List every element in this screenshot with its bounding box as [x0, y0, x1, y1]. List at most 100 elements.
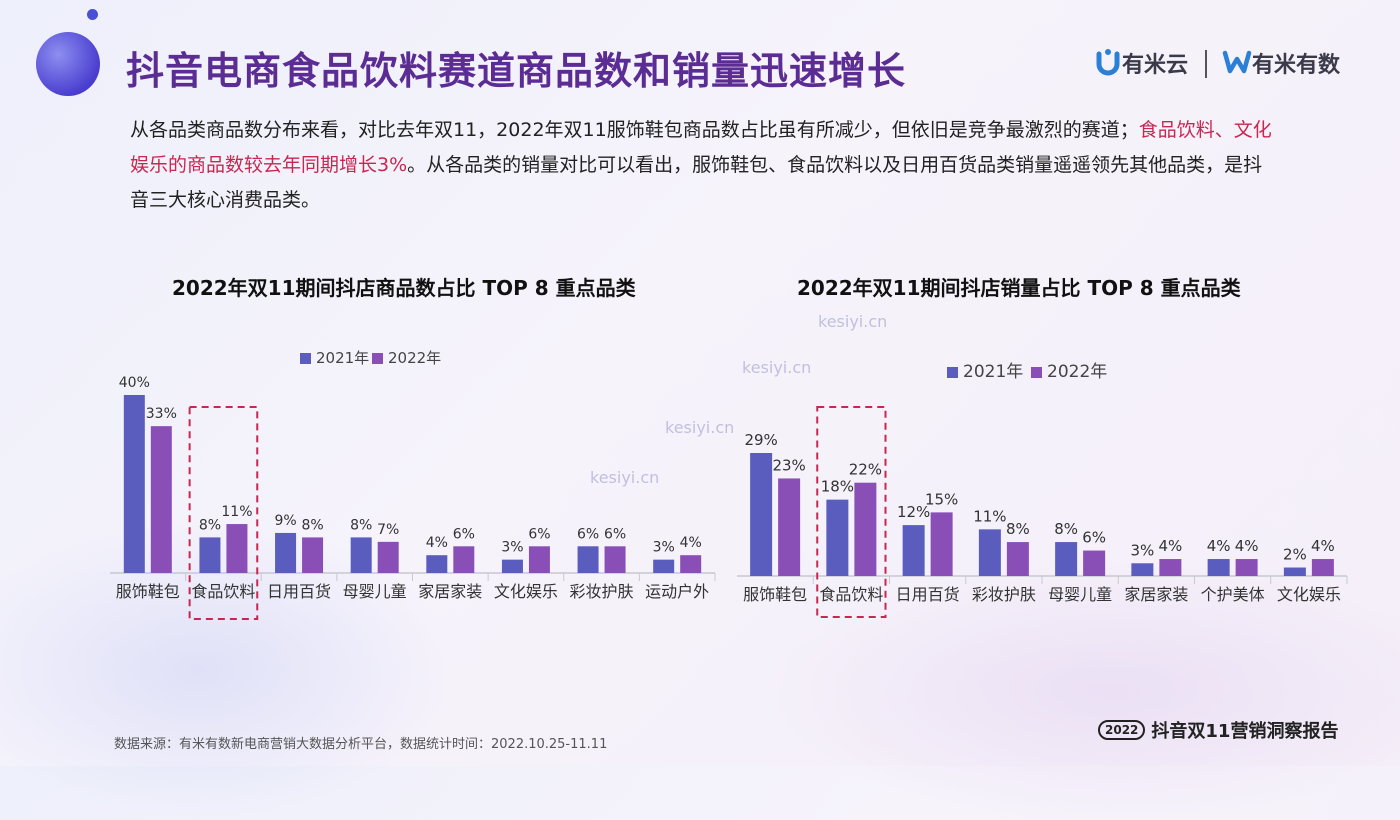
- bar: [123, 395, 145, 573]
- bar: [302, 537, 324, 573]
- data-label: 6%: [453, 526, 475, 542]
- data-label: 6%: [1082, 529, 1106, 547]
- decorative-circle: [36, 32, 100, 96]
- summary-paragraph: 从各品类商品数分布来看，对比去年双11，2022年双11服饰鞋包商品数占比虽有所…: [130, 113, 1280, 218]
- bar: [1083, 550, 1106, 576]
- data-label: 23%: [772, 456, 805, 474]
- category-label: 运动户外: [645, 582, 709, 601]
- bar: [426, 555, 448, 573]
- bar: [1131, 563, 1154, 576]
- bar: [1006, 542, 1029, 576]
- data-label: 29%: [744, 431, 777, 449]
- legend-label: 2021年: [963, 362, 1023, 382]
- youmiyun-logo-text: 有米云: [1122, 53, 1189, 78]
- data-label: 8%: [301, 517, 323, 533]
- data-label: 3%: [1130, 541, 1154, 559]
- data-label: 3%: [653, 540, 675, 556]
- data-label: 4%: [426, 535, 448, 551]
- data-label: 9%: [274, 513, 296, 529]
- bar: [1055, 542, 1078, 576]
- summary-highlight: 食品饮料、文化娱乐的商品数较去年同期增长3%: [130, 119, 1272, 176]
- legend-label: 2022年: [1047, 362, 1107, 382]
- data-label: 4%: [1207, 537, 1231, 555]
- bar: [453, 546, 475, 573]
- category-label: 日用百货: [896, 585, 960, 604]
- page-title: 抖音电商食品饮料赛道商品数和销量迅速增长: [126, 49, 907, 93]
- bar: [1235, 559, 1258, 576]
- data-label: 6%: [604, 526, 626, 542]
- data-label: 15%: [925, 490, 958, 508]
- youmiyun-logo: 有米云: [1094, 47, 1188, 79]
- data-label: 33%: [146, 406, 177, 422]
- bar: [226, 524, 248, 573]
- data-source-note: 数据来源：有米有数新电商营销大数据分析平台，数据统计时间：2022.10.25-…: [114, 737, 608, 752]
- bar: [350, 537, 372, 573]
- category-label: 食品饮料: [191, 582, 255, 601]
- bar: [826, 499, 849, 576]
- legend-swatch: [372, 353, 383, 364]
- bar: [501, 559, 523, 573]
- legend-swatch: [1031, 367, 1042, 378]
- data-label: 4%: [1158, 537, 1182, 555]
- category-label: 食品饮料: [819, 585, 883, 604]
- category-label: 彩妆护肤: [972, 585, 1036, 604]
- data-label: 11%: [221, 504, 252, 520]
- category-label: 母婴儿童: [343, 582, 407, 601]
- data-label: 3%: [501, 540, 523, 556]
- category-label: 家居家装: [1124, 585, 1188, 604]
- report-badge: 2022 抖音双11营销洞察报告: [1098, 717, 1338, 743]
- category-label: 家居家装: [418, 582, 482, 601]
- data-label: 11%: [973, 507, 1006, 525]
- watermark: kesiyi.cn: [665, 418, 735, 437]
- report-badge-year: 2022: [1098, 720, 1146, 740]
- bar: [778, 478, 801, 576]
- data-label: 4%: [1235, 537, 1259, 555]
- decorative-dot: [87, 9, 98, 20]
- legend: 2021年 2022年: [947, 362, 1107, 382]
- bar: [528, 546, 550, 573]
- category-label: 文化娱乐: [494, 582, 558, 601]
- watermark: kesiyi.cn: [590, 468, 660, 487]
- watermark: kesiyi.cn: [818, 312, 888, 331]
- data-label: 8%: [199, 517, 221, 533]
- chart1-title: 2022年双11期间抖店商品数占比 TOP 8 重点品类: [172, 276, 636, 300]
- youmiyoushu-logo-icon: [1222, 50, 1252, 74]
- legend-swatch: [947, 367, 958, 378]
- data-label: 22%: [849, 461, 882, 479]
- bar: [854, 482, 877, 576]
- data-label: 6%: [577, 526, 599, 542]
- chart2-title: 2022年双11期间抖店销量占比 TOP 8 重点品类: [797, 276, 1241, 300]
- bar: [978, 529, 1001, 576]
- logo-divider: [1205, 50, 1207, 78]
- bar: [150, 426, 172, 573]
- bar: [275, 532, 297, 573]
- watermark: kesiyi.cn: [742, 358, 812, 377]
- data-label: 40%: [119, 375, 150, 391]
- bar: [1311, 559, 1334, 576]
- bar: [930, 512, 953, 576]
- data-label: 8%: [1054, 520, 1078, 538]
- category-label: 日用百货: [267, 582, 331, 601]
- bar: [653, 559, 675, 573]
- data-label: 4%: [680, 535, 702, 551]
- summary-text-part2: 。从各品类的销量对比可以看出，服饰鞋包、食品饮料以及日用百货品类销量遥遥领先其他…: [130, 154, 1263, 211]
- bar: [750, 453, 773, 576]
- legend-swatch: [300, 353, 311, 364]
- bar: [199, 537, 221, 573]
- highlight-box: [188, 406, 259, 620]
- data-label: 12%: [897, 503, 930, 521]
- data-label: 8%: [1006, 520, 1030, 538]
- bar: [1207, 559, 1230, 576]
- category-label: 彩妆护肤: [570, 582, 634, 601]
- youmiyun-logo-icon: [1096, 49, 1120, 76]
- legend: 2021年 2022年: [300, 349, 441, 367]
- data-label: 4%: [1311, 537, 1335, 555]
- bar: [577, 546, 599, 573]
- report-badge-text: 抖音双11营销洞察报告: [1151, 721, 1339, 742]
- category-label: 个护美体: [1201, 585, 1265, 604]
- youmiyoushu-logo: 有米有数: [1222, 47, 1340, 79]
- chart2-sales-volume: 2021年 2022年 29% 23% 服饰鞋包 18%22% 食品饮料 12%15% 日用百货…: [737, 362, 1348, 618]
- category-label: 服饰鞋包: [116, 582, 180, 601]
- legend-label: 2021年: [316, 349, 369, 367]
